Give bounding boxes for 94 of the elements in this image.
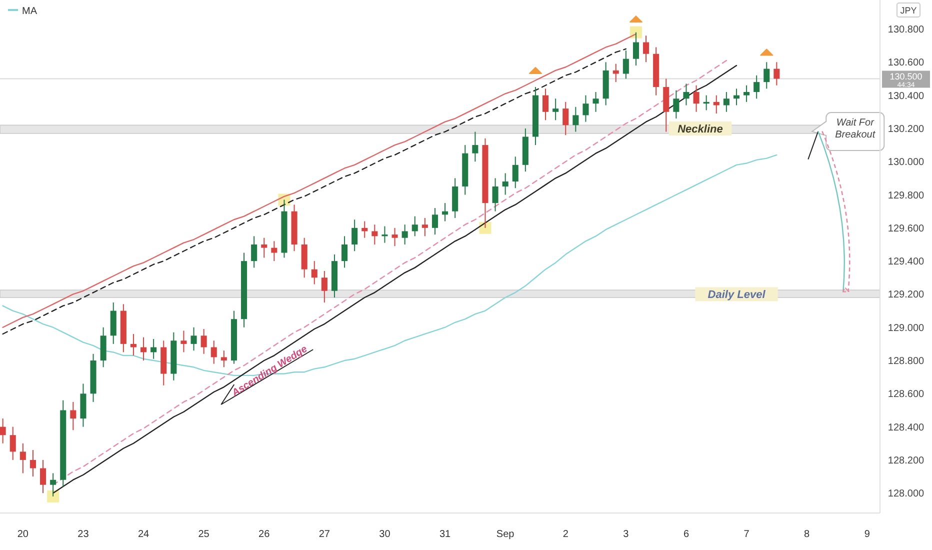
- candlestick: [412, 216, 418, 237]
- candlestick: [713, 94, 720, 114]
- x-tick-label: 20: [17, 529, 29, 540]
- candlestick: [552, 98, 559, 121]
- candlestick: [271, 240, 278, 262]
- x-tick-label: 23: [78, 529, 90, 540]
- candlestick: [572, 106, 579, 132]
- y-tick-label: 130.800: [888, 24, 925, 36]
- candlestick: [130, 333, 136, 356]
- candlestick: [683, 83, 690, 106]
- x-tick-label: 30: [379, 529, 391, 540]
- candlestick: [723, 91, 730, 112]
- candlestick: [362, 220, 368, 238]
- candlestick: [382, 226, 388, 244]
- candlestick: [352, 219, 358, 252]
- y-tick-label: 130.600: [888, 58, 925, 69]
- candlestick: [422, 217, 428, 237]
- candlestick: [261, 237, 268, 258]
- candlestick: [754, 74, 760, 100]
- y-axis-title: JPY: [900, 6, 917, 16]
- candlestick: [210, 340, 217, 364]
- candlestick: [342, 236, 348, 268]
- candlestick: [643, 35, 650, 63]
- x-tick-label: 7: [744, 529, 750, 540]
- candlestick: [703, 94, 710, 111]
- candlestick: [311, 260, 318, 285]
- candlestick: [20, 442, 26, 474]
- x-tick-label: 9: [864, 529, 870, 540]
- candlestick: [472, 131, 478, 162]
- candlestick: [150, 338, 157, 360]
- x-tick-label: 27: [318, 529, 330, 540]
- point: [630, 26, 642, 38]
- candlestick: [592, 91, 599, 112]
- candlestick: [562, 101, 569, 136]
- candlestick: [40, 459, 46, 494]
- candlestick: [502, 172, 508, 196]
- annotation: Neckline: [678, 123, 723, 136]
- x-tick-label: 31: [439, 529, 452, 540]
- x-tick-label: 24: [138, 529, 150, 540]
- candlestick: [180, 330, 187, 353]
- candlestick: [673, 90, 680, 120]
- candlestick: [542, 88, 549, 121]
- x-tick-label: 25: [198, 529, 210, 540]
- annotation: Wait For Breakout: [835, 117, 876, 140]
- candlestick: [402, 224, 408, 245]
- y-tick-label: 128.000: [888, 488, 925, 500]
- candlestick: [774, 62, 780, 86]
- candlestick: [220, 350, 227, 368]
- candlestick: [200, 328, 207, 354]
- x-tick-label: 6: [683, 529, 690, 540]
- candlestick: [512, 156, 518, 189]
- y-tick-label: 129.000: [888, 322, 925, 334]
- candlestick: [140, 336, 147, 362]
- y-tick-label: 130.400: [888, 90, 925, 102]
- candlestick: [30, 450, 36, 478]
- annotation: Daily Level: [708, 289, 766, 302]
- y-tick-label: 128.400: [888, 422, 925, 434]
- x-tick-label: 2: [562, 529, 569, 540]
- point: [47, 490, 60, 502]
- candlestick: [744, 84, 750, 102]
- candlestick: [432, 208, 438, 236]
- candlestick: [442, 202, 448, 222]
- y-tick-label: 129.200: [888, 290, 925, 301]
- candlestick: [392, 227, 398, 247]
- candlestick: [764, 62, 770, 90]
- candlestick: [50, 472, 56, 497]
- ref-line-label: 130.500: [890, 72, 922, 82]
- candlestick: [582, 94, 589, 122]
- y-tick-label: 128.600: [888, 389, 925, 400]
- candlestick: [612, 63, 619, 83]
- y-tick-label: 129.800: [888, 190, 925, 202]
- candlestick: [372, 224, 378, 245]
- x-tick-label: 8: [804, 529, 810, 540]
- y-tick-label: 129.600: [888, 223, 925, 234]
- y-tick-label: 130.200: [888, 124, 925, 135]
- candlestick: [622, 50, 629, 80]
- x-tick-label: 26: [258, 529, 270, 540]
- y-tick-label: 129.400: [888, 256, 925, 268]
- x-tick-label: 3: [623, 529, 630, 540]
- candlestick: [190, 326, 197, 352]
- candlestick: [0, 418, 6, 444]
- candlestick: [492, 178, 498, 212]
- legend-label: MA: [22, 6, 38, 17]
- candlestick: [10, 426, 16, 460]
- candlestick: [251, 236, 258, 268]
- y-tick-label: 128.800: [888, 356, 925, 368]
- x-tick-label: Sep: [496, 529, 515, 540]
- candlestick: [70, 401, 76, 431]
- candlestick: [632, 32, 639, 66]
- y-tick-label: 128.200: [888, 455, 925, 466]
- candlestick: [321, 270, 328, 303]
- candlestick: [693, 84, 700, 112]
- y-tick-label: 130.000: [888, 157, 925, 168]
- candlestick: [733, 88, 740, 106]
